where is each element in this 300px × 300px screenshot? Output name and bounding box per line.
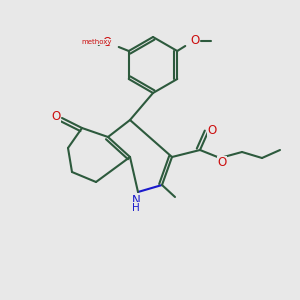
Text: O: O <box>51 110 61 122</box>
Text: O: O <box>190 34 200 47</box>
Text: methoxy: methoxy <box>82 39 112 45</box>
Text: H: H <box>132 203 140 213</box>
Text: O: O <box>102 37 111 50</box>
Text: N: N <box>132 194 140 206</box>
Text: O: O <box>218 157 226 169</box>
Text: O: O <box>207 124 217 136</box>
